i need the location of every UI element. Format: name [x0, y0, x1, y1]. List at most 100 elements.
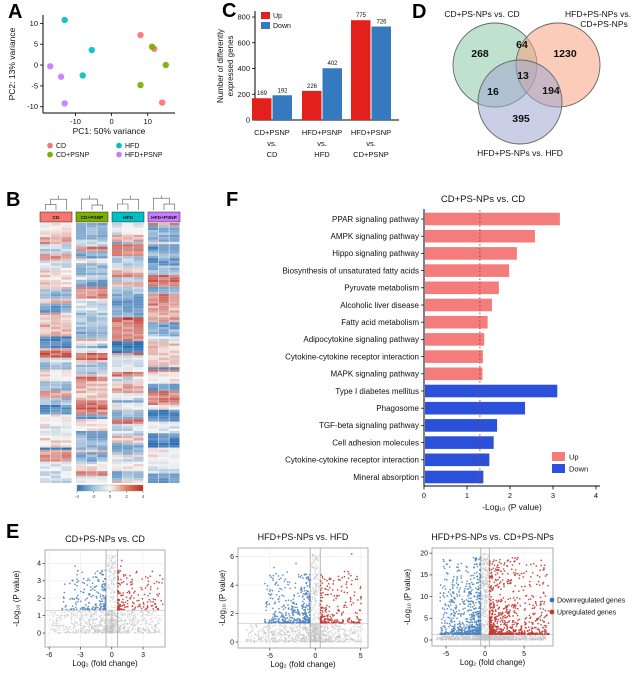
pca-series-HFD — [61, 16, 95, 79]
legend-label: Down — [569, 465, 588, 474]
x-tick-label: 0 — [313, 653, 317, 660]
y-tick-label: -5 — [31, 81, 38, 90]
y-tick-label: 20 — [420, 550, 428, 557]
pathway-label: Cytokine-cytokine receptor interaction — [285, 352, 419, 361]
category-label: CD+PSNP — [254, 128, 290, 137]
y-tick-label: 5 — [424, 616, 428, 623]
panel-b-label: B — [6, 189, 21, 211]
panel-a-label: A — [8, 1, 23, 23]
dendrogram — [153, 195, 175, 210]
heatmap-cells-CD+PSNP — [76, 223, 108, 483]
x-tick-label: 10 — [144, 117, 152, 126]
y-tick-label: 400 — [237, 64, 250, 73]
colorbar-tick-label: 2 — [125, 494, 128, 499]
legend-label: Up — [569, 453, 579, 462]
legend-up: Up — [273, 13, 282, 20]
bar-down — [371, 26, 391, 121]
pathway-label: Cell adhesion molecules — [332, 438, 419, 447]
category-label: CD — [267, 150, 278, 159]
pathway-label: MAPK signaling pathway — [331, 370, 420, 379]
pathway-bar — [425, 229, 535, 243]
colorbar-tick-label: 4 — [142, 494, 145, 499]
dendrogram — [117, 195, 139, 210]
chart-title: CD+PS-NPs vs. CD — [441, 194, 525, 205]
group-header-HFD+PSNP — [147, 211, 181, 223]
colorbar-tick-label: -4 — [75, 494, 79, 499]
y-tick-label: 4 — [37, 561, 41, 568]
x-tick-label: 1 — [465, 491, 469, 500]
bar-value-up: 775 — [356, 13, 367, 19]
legend-swatch — [47, 142, 53, 149]
x-axis-label: Log₂ (fold change) — [270, 660, 336, 669]
plot-frame — [431, 547, 554, 647]
chart-title: CD+PS-NPs vs. CD — [65, 534, 145, 544]
pathway-label: TGF-beta signaling pathway — [319, 421, 419, 430]
y-tick-label: 3 — [37, 578, 41, 585]
pathway-bar — [425, 247, 517, 260]
pathway-label: Type I diabetes mellitus — [335, 387, 419, 396]
x-tick-label: 2 — [508, 491, 512, 500]
colorbar-tick-label: 0 — [109, 494, 112, 499]
x-tick-label: 0 — [483, 651, 487, 658]
legend-swatch — [47, 151, 53, 158]
pathway-label: PPAR signaling pathway — [332, 215, 419, 224]
count-center: 13 — [517, 70, 529, 82]
set-label-bottom: HFD+PS-NPs vs. HFD — [477, 148, 563, 158]
legend-swatch-Down — [552, 464, 565, 473]
y-tick-label: 2 — [37, 596, 41, 603]
y-tick-label: 0 — [37, 630, 41, 637]
pathway-label: Hippo signaling pathway — [332, 249, 419, 258]
pathway-bar — [425, 350, 483, 363]
pathway-bar — [425, 212, 560, 226]
pathway-bar — [425, 281, 499, 295]
x-tick-label: -10 — [70, 117, 81, 126]
y-axis-label: PC2: 13% variance — [7, 27, 17, 100]
y-tick-label: 15 — [420, 572, 428, 579]
y-tick-label: 0 — [246, 116, 250, 125]
bar-up — [351, 20, 371, 120]
y-tick-label: 0 — [34, 61, 38, 70]
pathway-label: Phagosome — [376, 404, 419, 413]
pathway-label: Biosynthesis of unsaturated fatty acids — [282, 266, 419, 275]
x-tick-label: -3 — [77, 652, 83, 659]
y-tick-label: 6 — [230, 554, 234, 561]
chart-title: HFD+PS-NPs vs. CD+PS-NPs — [431, 532, 554, 542]
x-axis-label: -Log₁₀ (P value) — [482, 502, 542, 512]
dendrogram — [81, 195, 103, 210]
pca-series-CD — [137, 31, 166, 106]
y-tick-label: 200 — [237, 90, 250, 99]
bar-up — [252, 98, 272, 120]
legend-item: CD+PSNP — [56, 152, 90, 159]
y-tick-label: 0 — [424, 637, 428, 644]
legend-swatch — [116, 151, 122, 158]
volcano-chart-3: -5 0 5 0 5 10 15 20 HFD+PS-NPs vs. CD+PS-NPs Log₂… — [403, 532, 626, 667]
colorbar-tick-label: -2 — [91, 494, 95, 499]
panel-f-label: F — [226, 189, 239, 211]
y-axis-label: expressed genes — [226, 36, 235, 97]
bar-value-down: 402 — [327, 61, 338, 67]
legend-down: Down — [273, 23, 291, 30]
bar-value-up: 226 — [307, 84, 318, 90]
count-bottom-only: 395 — [512, 113, 530, 125]
category-label: HFD — [314, 150, 330, 159]
pathway-bar — [425, 436, 494, 449]
group-header-HFD — [111, 211, 145, 223]
category-label: CD+PSNP — [353, 150, 389, 159]
category-label: HFD+PSNP — [351, 128, 391, 137]
legend-swatch — [116, 142, 122, 149]
y-tick-label: 0 — [230, 639, 234, 646]
group-header-label: CD — [53, 215, 60, 221]
heatmap-cells-CD — [40, 223, 72, 483]
y-axis-label: -Log₁₀ (P value) — [12, 570, 21, 626]
pathway-bar — [425, 315, 488, 329]
pathway-bar — [425, 470, 484, 484]
downregulated-points — [61, 565, 107, 611]
legend-item: CD — [56, 143, 66, 150]
pathway-bar — [425, 384, 558, 398]
x-tick-label: 0 — [110, 117, 114, 126]
category-label: vs. — [366, 139, 376, 148]
y-tick-label: 10 — [420, 594, 428, 601]
pathway-bar — [425, 264, 510, 277]
